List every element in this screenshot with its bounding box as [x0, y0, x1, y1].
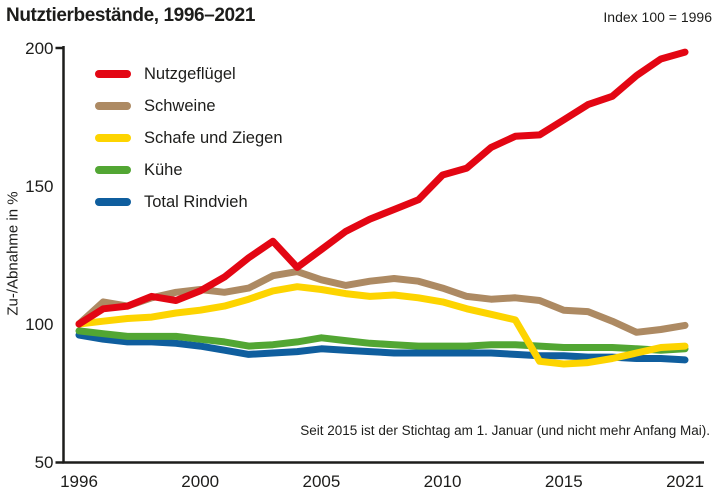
legend-swatch-nutzgefluegel	[95, 70, 131, 78]
line-schweine	[75, 268, 689, 336]
legend-label-schweine: Schweine	[144, 96, 216, 115]
x-tick-label: 2021	[666, 472, 704, 491]
x-tick-label: 2015	[545, 472, 583, 491]
legend-label-nutzgefluegel: Nutzgeflügel	[144, 64, 236, 83]
line-schafe-und-ziegen	[75, 283, 689, 368]
legend-swatch-total-rindvieh	[95, 198, 131, 206]
legend-label-total-rindvieh: Total Rindvieh	[144, 192, 248, 211]
y-tick-label: 50	[35, 453, 54, 472]
line-nutzgefluegel	[75, 48, 689, 328]
legend-label-schafe-und-ziegen: Schafe und Ziegen	[144, 128, 283, 147]
legend-label-kuehe: Kühe	[144, 160, 183, 179]
index-note: Index 100 = 1996	[603, 9, 712, 25]
line-total-rindvieh	[75, 331, 689, 364]
legend: Nutzgeflügel Schweine Schafe und Ziegen Küh…	[95, 58, 283, 218]
x-tick-label: 2010	[424, 472, 462, 491]
x-tick-label: 1996	[60, 472, 98, 491]
chart-title: Nutztierbestände, 1996–2021	[6, 5, 255, 26]
legend-item-schafe-und-ziegen: Schafe und Ziegen	[95, 122, 283, 154]
y-tick-label: 200	[25, 39, 53, 58]
legend-swatch-schafe-und-ziegen	[95, 134, 131, 142]
line-kuehe	[75, 327, 689, 354]
x-tick-label: 2005	[302, 472, 340, 491]
legend-swatch-schweine	[95, 102, 131, 110]
legend-item-kuehe: Kühe	[95, 154, 283, 186]
legend-swatch-kuehe	[95, 166, 131, 174]
annotation-note: Seit 2015 ist der Stichtag am 1. Januar …	[300, 423, 710, 438]
y-tick-label: 100	[25, 315, 53, 334]
legend-item-nutzgefluegel: Nutzgeflügel	[95, 58, 283, 90]
legend-item-total-rindvieh: Total Rindvieh	[95, 186, 283, 218]
legend-item-schweine: Schweine	[95, 90, 283, 122]
y-tick-label: 150	[25, 177, 53, 196]
x-tick-label: 2000	[181, 472, 219, 491]
